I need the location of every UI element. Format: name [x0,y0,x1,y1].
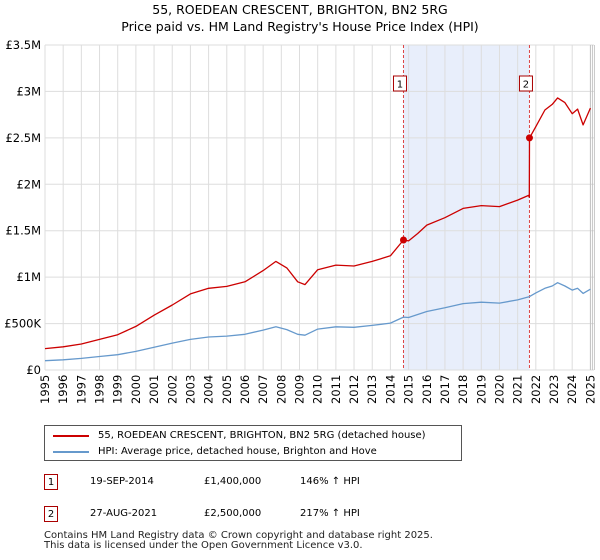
legend-swatch-hpi [53,450,89,453]
x-tick-label: 2019 [474,375,488,404]
x-tick-label: 2008 [274,375,288,404]
legend-item-hpi: HPI: Average price, detached house, Brig… [53,446,377,457]
sale-number-box [392,75,407,92]
x-tick-label: 2020 [492,375,506,404]
x-tick-label: 2022 [529,375,543,404]
x-tick-label: 1996 [56,375,70,404]
x-tick-label: 2004 [202,375,216,404]
x-tick-label: 2001 [147,375,161,404]
y-tick-label: £3.5M [5,38,41,52]
y-tick-label: £3M [16,84,41,98]
sale-point [399,236,407,244]
sale-number-label: 1 [397,80,403,91]
x-tick-label: 1999 [111,375,125,404]
legend-item-property: 55, ROEDEAN CRESCENT, BRIGHTON, BN2 5RG … [53,430,426,441]
price-chart: £0 £500K £1M £1.5M £2M £2.5M £3M £3.5M 1995 1996 1… [4,38,597,404]
legend: 55, ROEDEAN CRESCENT, BRIGHTON, BN2 5RG … [44,425,462,461]
chart-title-line-2: Price paid vs. HM Land Registry's House … [121,19,479,34]
x-tick-label: 2002 [165,375,179,404]
sale-number-label: 2 [523,80,529,91]
x-tick-label: 2011 [329,375,343,404]
legend-label-property: 55, ROEDEAN CRESCENT, BRIGHTON, BN2 5RG … [98,430,426,441]
legend-swatch-property [53,434,89,437]
footer-line-1: Contains HM Land Registry data © Crown c… [44,530,433,541]
y-tick-label: £0 [26,363,41,377]
transaction-date: 19-SEP-2014 [90,476,154,487]
x-tick-label: 2018 [456,375,470,404]
footer: Contains HM Land Registry data © Crown c… [44,531,433,551]
x-tick-label: 2007 [256,375,270,404]
x-tick-label: 2013 [365,375,379,404]
y-tick-label: £500K [4,317,41,331]
y-tick-label: £1.5M [5,224,41,238]
x-tick-label: 1995 [38,375,52,404]
y-tick-label: £2M [16,177,41,191]
x-tick-label: 2010 [311,375,325,404]
hpi-series-line [44,282,591,362]
x-tick-label: 2014 [383,375,397,404]
y-tick-label: £1M [16,270,41,284]
transaction-hpi-change: 217% ↑ HPI [300,508,360,519]
transaction-price: £1,400,000 [204,476,262,487]
property-series-line [44,97,591,350]
x-tick-label: 1998 [93,375,107,404]
legend-label-hpi: HPI: Average price, detached house, Brig… [98,446,377,457]
x-tick-label: 2000 [129,375,143,404]
x-tick-label: 2017 [438,375,452,404]
x-tick-label: 2015 [402,375,416,404]
chart-title-line-1: 55, ROEDEAN CRESCENT, BRIGHTON, BN2 5RG [152,2,448,17]
transaction-badge: 1 [44,474,58,490]
x-tick-label: 2003 [183,375,197,404]
sale-number-box [518,75,533,92]
sale-point [525,134,533,142]
x-tick-label: 2009 [293,375,307,404]
x-tick-label: 2005 [220,375,234,404]
transaction-badge: 2 [44,506,58,522]
x-tick-label: 2006 [238,375,252,404]
x-tick-label: 2012 [347,375,361,404]
transaction-date: 27-AUG-2021 [90,508,158,519]
x-tick-label: 2025 [583,375,597,404]
transaction-hpi-change: 146% ↑ HPI [300,476,360,487]
x-tick-label: 2021 [511,375,525,404]
x-tick-label: 2016 [420,375,434,404]
y-tick-label: £2.5M [5,131,41,145]
transaction-price: £2,500,000 [204,508,262,519]
x-tick-label: 2023 [547,375,561,404]
x-tick-label: 2024 [565,375,579,404]
x-tick-label: 1997 [74,375,88,404]
footer-line-2: This data is licensed under the Open Gov… [44,540,363,551]
